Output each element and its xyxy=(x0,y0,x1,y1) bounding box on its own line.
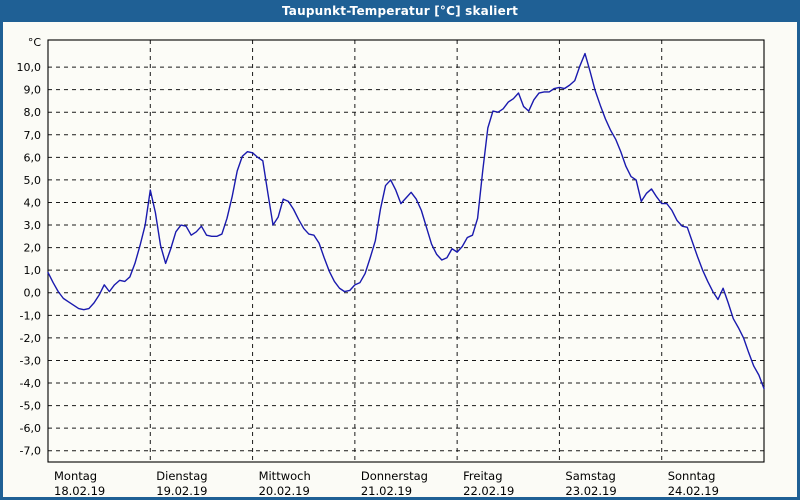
y-tick-label: 9,0 xyxy=(24,84,42,97)
y-tick-label: 8,0 xyxy=(24,106,42,119)
y-tick-label: -7,0 xyxy=(20,445,41,458)
chart-plot-area: 10,0 9,0 8,0 7,0 6,0 5,0 4,0 3,0 2,0 1,0 0,0 -1,0 -2… xyxy=(3,22,797,497)
page-title: Taupunkt-Temperatur [°C] skaliert xyxy=(281,4,519,18)
dewpoint-line-chart: 10,0 9,0 8,0 7,0 6,0 5,0 4,0 3,0 2,0 1,0 0,0 -1,0 -2… xyxy=(17,36,765,497)
y-tick-label: -5,0 xyxy=(20,400,41,413)
x-tick-date: 21.02.19 xyxy=(361,484,412,497)
temperature-series-line xyxy=(47,52,765,390)
y-tick-label: 4,0 xyxy=(24,196,42,209)
y-tick-label: 7,0 xyxy=(24,129,42,142)
y-tick-label: 5,0 xyxy=(24,174,42,187)
x-tick-date: 20.02.19 xyxy=(259,484,310,497)
vertical-gridlines xyxy=(149,40,663,462)
x-tick-day: Samstag xyxy=(565,469,615,483)
window-title-bar: Taupunkt-Temperatur [°C] skaliert xyxy=(0,0,800,22)
x-tick-date: 24.02.19 xyxy=(668,484,719,497)
plot-background xyxy=(48,40,764,462)
x-tick-day: Donnerstag xyxy=(361,469,428,483)
y-axis-tick-labels: 10,0 9,0 8,0 7,0 6,0 5,0 4,0 3,0 2,0 1,0 0,0 -1,0 -2… xyxy=(17,61,42,458)
y-tick-label: -2,0 xyxy=(20,332,41,345)
y-tick-label: 2,0 xyxy=(24,242,42,255)
y-axis-unit-label: °C xyxy=(28,36,42,49)
y-tick-label: 6,0 xyxy=(24,151,42,164)
axis-frame xyxy=(47,39,765,463)
x-tick-day: Mittwoch xyxy=(259,469,311,483)
x-tick-day: Dienstag xyxy=(156,469,207,483)
x-tick-date: 23.02.19 xyxy=(565,484,616,497)
x-tick-day: Freitag xyxy=(463,469,502,483)
y-tick-label: -6,0 xyxy=(20,422,41,435)
x-tick-date: 19.02.19 xyxy=(156,484,207,497)
y-tick-label: 3,0 xyxy=(24,219,42,232)
x-tick-date: 18.02.19 xyxy=(54,484,105,497)
y-tick-label: -3,0 xyxy=(20,354,41,367)
y-tick-label: -1,0 xyxy=(20,309,41,322)
x-tick-day: Sonntag xyxy=(668,469,716,483)
y-tick-label: 1,0 xyxy=(24,264,42,277)
x-tick-day: Montag xyxy=(54,469,97,483)
x-tick-date: 22.02.19 xyxy=(463,484,514,497)
y-tick-label: 10,0 xyxy=(17,61,42,74)
y-tick-label: 0,0 xyxy=(24,287,42,300)
y-tick-label: -4,0 xyxy=(20,377,41,390)
